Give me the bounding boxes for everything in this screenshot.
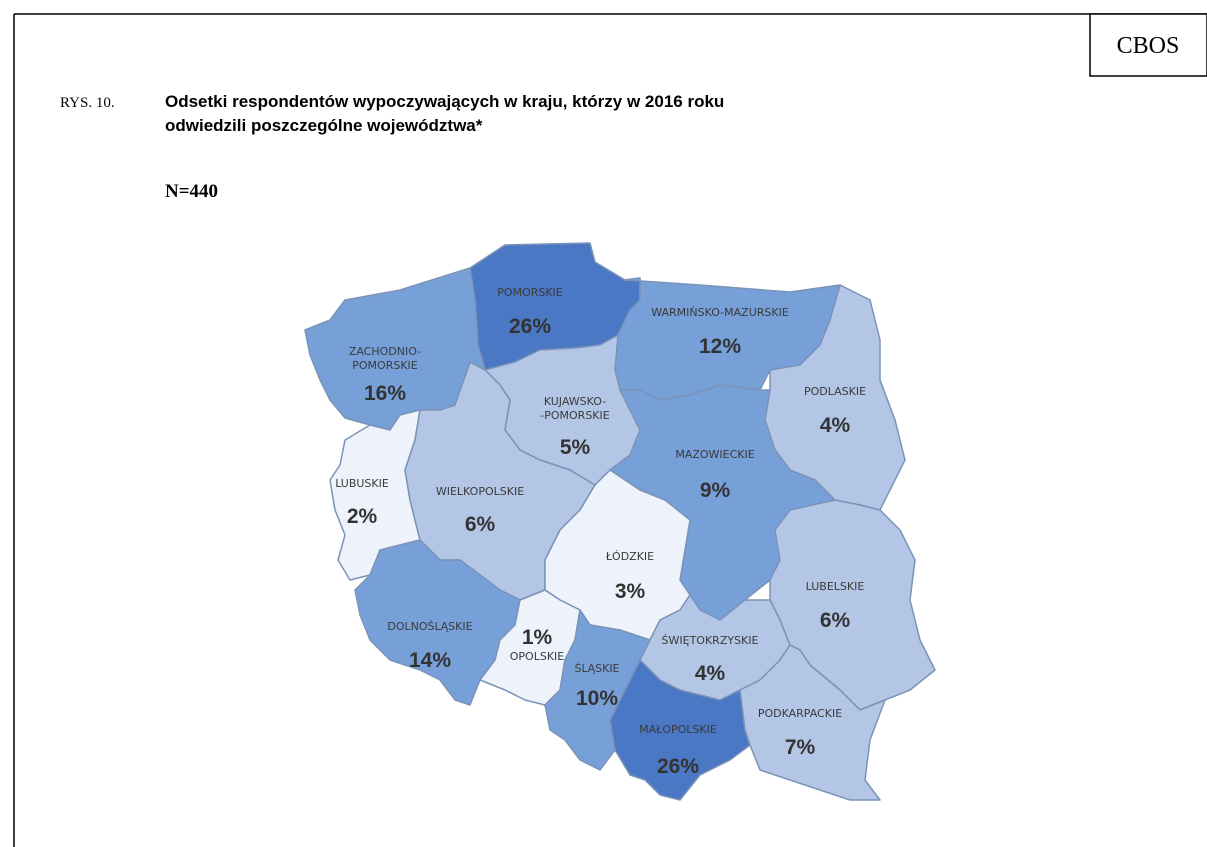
- region-value-label: 5%: [560, 436, 591, 459]
- figure-number: RYS. 10.: [60, 95, 115, 111]
- region-name: WARMIŃSKO-MAZURSKIE: [651, 306, 789, 319]
- region-name: LUBUSKIE: [335, 477, 389, 490]
- region-value-label: 6%: [820, 609, 851, 632]
- region-name: LUBELSKIE: [806, 580, 865, 593]
- region-value-label: 1%: [522, 626, 553, 649]
- region-value-label: 2%: [347, 505, 378, 528]
- region-name: ŚLĄSKIE: [574, 662, 619, 675]
- region-name: WIELKOPOLSKIE: [436, 485, 524, 498]
- region-value-label: 4%: [695, 662, 726, 685]
- region-value-label: 4%: [820, 414, 851, 437]
- region-value-label: 9%: [700, 479, 731, 502]
- region-name: ZACHODNIO-: [349, 345, 421, 358]
- region-name: POMORSKIE: [352, 359, 418, 372]
- region-name: OPOLSKIE: [510, 650, 565, 663]
- region-value-label: 10%: [576, 687, 618, 710]
- badge: CBOS: [1117, 33, 1180, 59]
- region-name: POMORSKIE: [497, 286, 563, 299]
- map-labels: POMORSKIE26%ZACHODNIO-POMORSKIE16%WARMIŃ…: [335, 286, 866, 778]
- region: [739, 644, 886, 801]
- sample-size: N=440: [165, 181, 218, 202]
- region-value-label: 14%: [409, 649, 451, 672]
- region-name: DOLNOŚLĄSKIE: [387, 620, 472, 633]
- region-name: MAZOWIECKIE: [675, 448, 754, 461]
- title-line: Odsetki respondentów wypoczywających w k…: [165, 92, 724, 111]
- region-value-label: 3%: [615, 580, 646, 603]
- region-name: ŁÓDZKIE: [605, 550, 654, 563]
- region-name: ŚWIĘTOKRZYSKIE: [662, 634, 759, 647]
- badge-box: [1089, 13, 1207, 77]
- region-value-label: 6%: [465, 513, 496, 536]
- region-name: MAŁOPOLSKIE: [639, 723, 717, 736]
- region-name: -POMORSKIE: [540, 409, 609, 422]
- region-value-label: 26%: [657, 755, 699, 778]
- title-line: odwiedzili poszczególne województwa*: [165, 116, 483, 135]
- region-value-label: 7%: [785, 736, 816, 759]
- region-value-label: 26%: [509, 315, 551, 338]
- region-name: PODLASKIE: [804, 385, 866, 398]
- map: [304, 242, 936, 801]
- region: [544, 609, 651, 771]
- region-name: PODKARPACKIE: [758, 707, 842, 720]
- region-name: KUJAWSKO-: [544, 395, 606, 408]
- region-value-label: 16%: [364, 382, 406, 405]
- region-value-label: 12%: [699, 335, 741, 358]
